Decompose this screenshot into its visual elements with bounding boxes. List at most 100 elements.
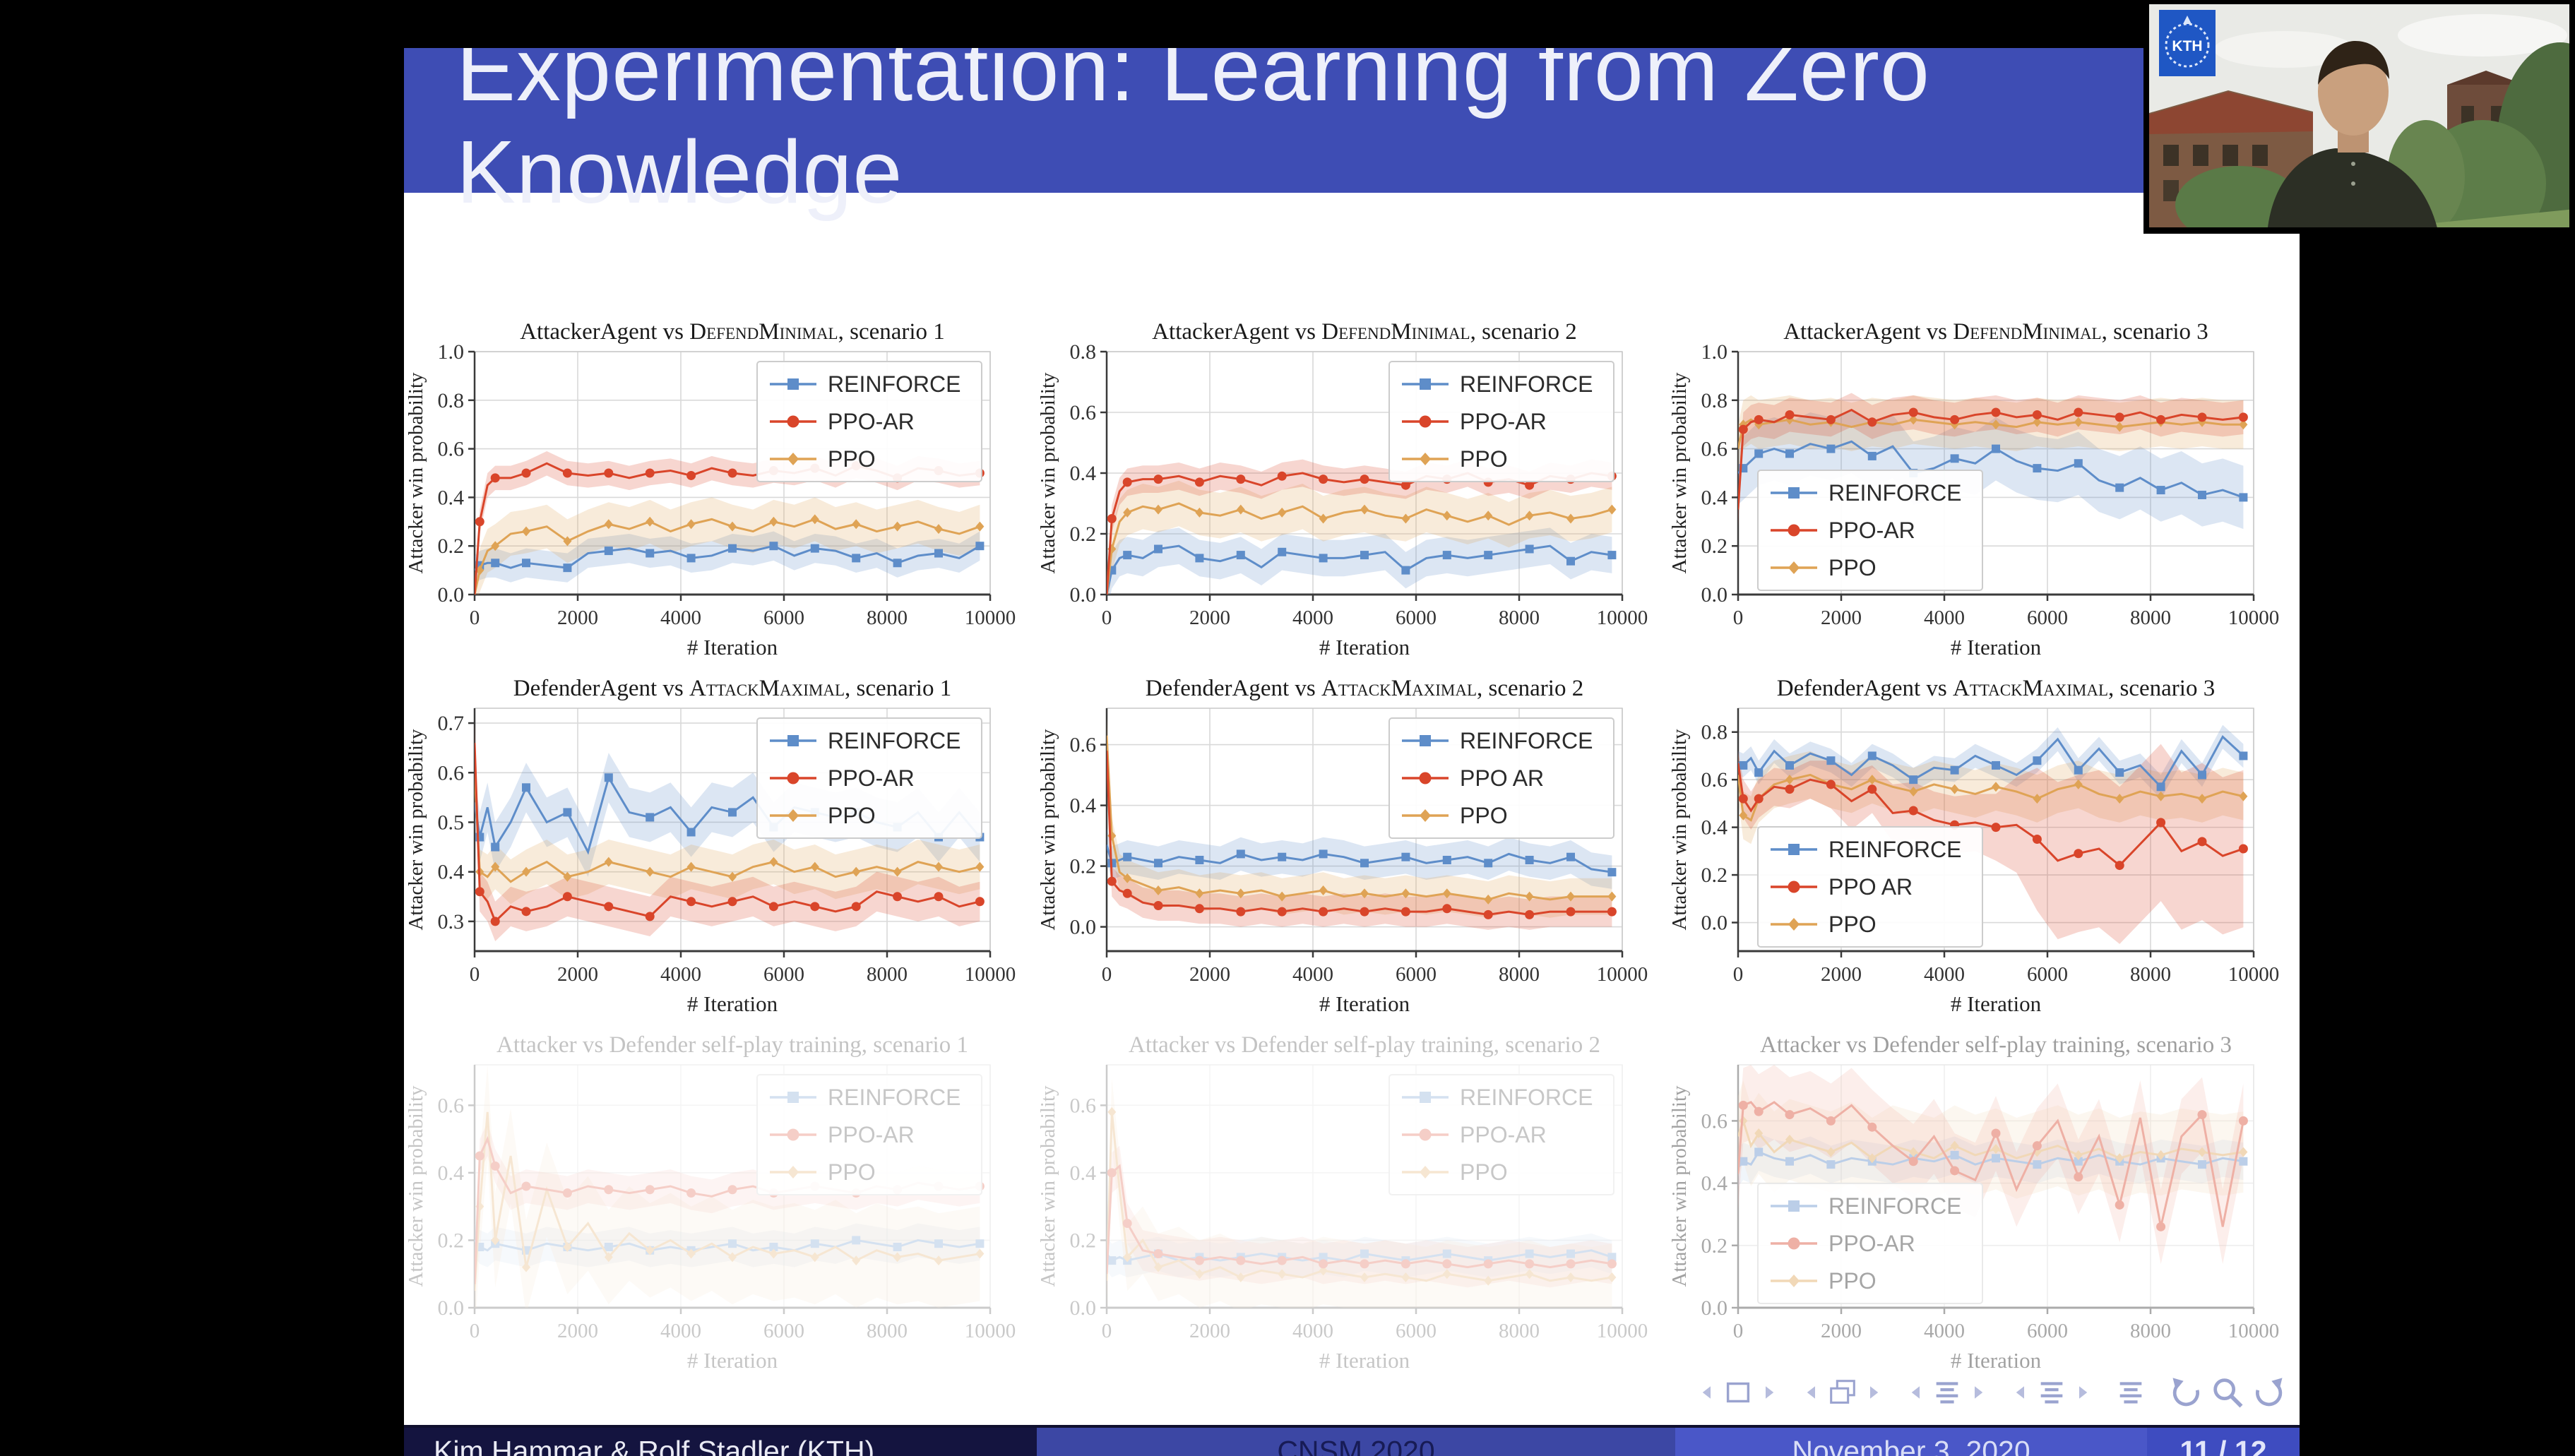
- svg-text:4000: 4000: [1292, 1320, 1333, 1342]
- svg-text:0.4: 0.4: [1069, 462, 1096, 485]
- nav-next-icon[interactable]: [2072, 1382, 2093, 1403]
- svg-text:0.8: 0.8: [1701, 721, 1728, 744]
- svg-text:REINFORCE: REINFORCE: [1828, 1193, 1961, 1219]
- nav-group: [2115, 1376, 2147, 1409]
- svg-text:0.4: 0.4: [1069, 1162, 1096, 1185]
- nav-search-icon[interactable]: [2209, 1374, 2246, 1411]
- chart-attackeragent-vs-defendminimal-scenario-3: 0.0 0.2 0.4 0.6 0.8 1.0 0 2000 4000 6000 8000 10000…: [1668, 319, 2279, 660]
- svg-text:10000: 10000: [1596, 607, 1648, 629]
- window: [2223, 145, 2238, 166]
- svg-text:0.0: 0.0: [438, 1296, 465, 1320]
- svg-text:AttackerAgent vs DefendMinimal: AttackerAgent vs DefendMinimal, scenario…: [520, 319, 945, 345]
- nav-undo-icon[interactable]: [2168, 1374, 2205, 1411]
- nav-group: [1905, 1376, 1989, 1409]
- svg-text:1.0: 1.0: [438, 340, 465, 364]
- svg-text:PPO: PPO: [1460, 803, 1508, 828]
- svg-text:0.6: 0.6: [1069, 1094, 1096, 1117]
- beamer-nav-bar: [1675, 1370, 2287, 1415]
- svg-text:# Iteration: # Iteration: [1319, 635, 1410, 660]
- nav-frames-icon[interactable]: [1826, 1376, 1859, 1409]
- svg-text:0.2: 0.2: [1701, 535, 1728, 558]
- nav-group: [1801, 1376, 1884, 1409]
- svg-text:0.0: 0.0: [1701, 583, 1728, 607]
- svg-text:DefenderAgent vs AttackMaximal: DefenderAgent vs AttackMaximal, scenario…: [513, 676, 951, 701]
- svg-text:0.5: 0.5: [438, 811, 465, 834]
- svg-text:2000: 2000: [1821, 963, 1862, 986]
- nav-prev-icon[interactable]: [1905, 1382, 1927, 1403]
- footer-venue-text: CNSM 2020: [1277, 1435, 1435, 1456]
- svg-text:0.6: 0.6: [1069, 401, 1096, 424]
- nav-slide-box-icon[interactable]: [1722, 1376, 1754, 1409]
- chart-attacker-vs-defender-self-play-scenario-1: 0.0 0.2 0.4 0.6 0 2000 4000 6000 8000 10000 Attack…: [405, 1032, 1016, 1373]
- grass: [2391, 209, 2575, 227]
- svg-text:# Iteration: # Iteration: [687, 635, 778, 660]
- nav-next-icon[interactable]: [1968, 1382, 1989, 1403]
- svg-text:0: 0: [470, 1320, 480, 1342]
- svg-text:8000: 8000: [1499, 607, 1540, 629]
- footer-page-number-text: 11 / 12: [2179, 1435, 2267, 1456]
- svg-text:4000: 4000: [1292, 963, 1333, 986]
- svg-text:4000: 4000: [1292, 607, 1333, 629]
- svg-text:0.6: 0.6: [438, 761, 465, 784]
- svg-text:0.8: 0.8: [1069, 340, 1096, 364]
- svg-text:8000: 8000: [2130, 963, 2171, 986]
- svg-text:10000: 10000: [1596, 1320, 1648, 1342]
- svg-text:0.2: 0.2: [1069, 523, 1096, 546]
- nav-lines-icon[interactable]: [2115, 1376, 2147, 1409]
- svg-text:2000: 2000: [1189, 963, 1230, 986]
- svg-text:PPO-AR: PPO-AR: [828, 1122, 915, 1147]
- presenter: [2267, 41, 2439, 234]
- svg-text:0.0: 0.0: [1069, 916, 1096, 939]
- footer-date: November 3, 2020: [1675, 1428, 2147, 1456]
- svg-text:0.8: 0.8: [1701, 389, 1728, 412]
- svg-text:0.6: 0.6: [1069, 734, 1096, 757]
- webcam-video: KTH: [2143, 0, 2575, 234]
- svg-text:4000: 4000: [1924, 607, 1965, 629]
- svg-text:0.2: 0.2: [438, 1229, 465, 1252]
- nav-prev-icon[interactable]: [2010, 1382, 2031, 1403]
- nav-lines-icon[interactable]: [2035, 1376, 2068, 1409]
- svg-text:0: 0: [1733, 963, 1744, 986]
- svg-text:Attacker win probability: Attacker win probability: [1037, 1085, 1059, 1287]
- svg-text:Attacker win probability: Attacker win probability: [1037, 372, 1059, 574]
- webcam-scene: KTH: [2149, 4, 2575, 234]
- svg-text:10000: 10000: [965, 607, 1016, 629]
- nav-prev-icon[interactable]: [1801, 1382, 1822, 1403]
- svg-text:4000: 4000: [660, 963, 701, 986]
- nav-lines-icon[interactable]: [1931, 1376, 1963, 1409]
- chart-defenderagent-vs-attackmaximal-scenario-3: 0.0 0.2 0.4 0.6 0.8 0 2000 4000 6000 8000 10000 Def…: [1668, 676, 2279, 1016]
- svg-text:4000: 4000: [660, 607, 701, 629]
- svg-text:PPO: PPO: [828, 1159, 876, 1185]
- svg-text:REINFORCE: REINFORCE: [1460, 728, 1593, 753]
- svg-text:0.0: 0.0: [1069, 583, 1096, 607]
- footer-authors-text: Kim Hammar & Rolf Stadler (KTH): [434, 1435, 875, 1456]
- nav-group: [1696, 1376, 1780, 1409]
- kth-logo: KTH: [2159, 10, 2216, 76]
- svg-text:8000: 8000: [867, 607, 908, 629]
- svg-text:0: 0: [1101, 1320, 1112, 1342]
- footer-venue: CNSM 2020: [1037, 1428, 1675, 1456]
- svg-text:PPO: PPO: [1828, 912, 1877, 937]
- svg-text:Attacker vs Defender self-play: Attacker vs Defender self-play training,…: [496, 1032, 968, 1058]
- svg-text:REINFORCE: REINFORCE: [1828, 837, 1961, 862]
- nav-redo-icon[interactable]: [2250, 1374, 2287, 1411]
- svg-text:# Iteration: # Iteration: [687, 1348, 778, 1373]
- webcam-tile[interactable]: KTH: [2143, 0, 2575, 234]
- building-roof: [2149, 92, 2313, 134]
- svg-text:AttackerAgent vs DefendMinimal: AttackerAgent vs DefendMinimal, scenario…: [1152, 319, 1577, 345]
- svg-text:2000: 2000: [557, 607, 598, 629]
- svg-text:REINFORCE: REINFORCE: [828, 371, 961, 397]
- nav-prev-icon[interactable]: [1696, 1382, 1718, 1403]
- svg-text:2000: 2000: [1189, 607, 1230, 629]
- window: [2461, 106, 2474, 124]
- svg-text:AttackerAgent vs DefendMinimal: AttackerAgent vs DefendMinimal, scenario…: [1784, 319, 2209, 345]
- nav-next-icon[interactable]: [1759, 1382, 1780, 1403]
- svg-text:PPO-AR: PPO-AR: [828, 409, 915, 434]
- svg-text:# Iteration: # Iteration: [1951, 1348, 2042, 1373]
- svg-text:0.6: 0.6: [1701, 438, 1728, 461]
- footer-date-text: November 3, 2020: [1792, 1435, 2030, 1456]
- svg-text:2000: 2000: [557, 963, 598, 986]
- svg-text:0.2: 0.2: [1701, 864, 1728, 887]
- nav-next-icon[interactable]: [1863, 1382, 1884, 1403]
